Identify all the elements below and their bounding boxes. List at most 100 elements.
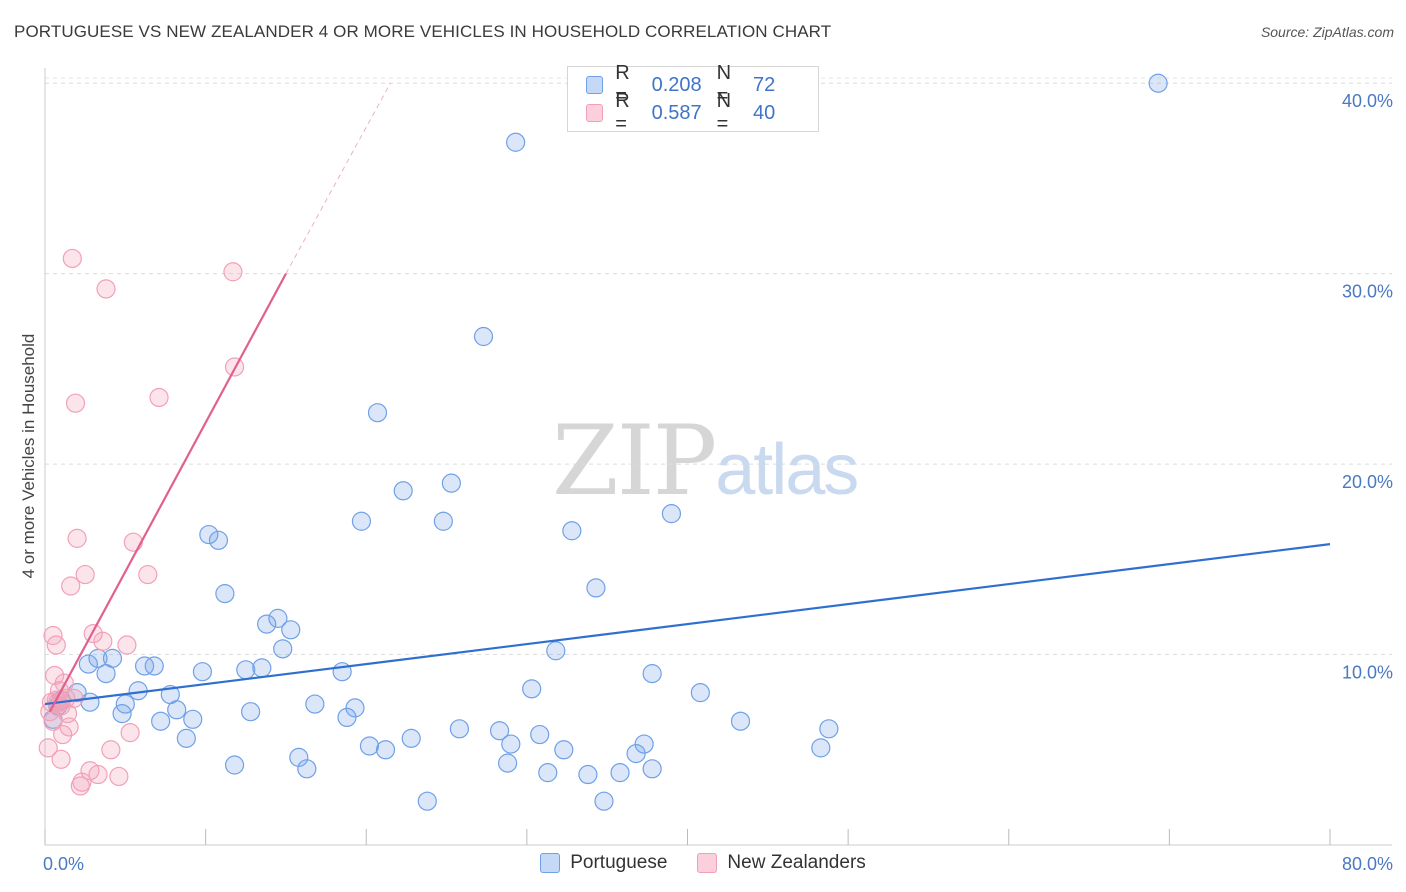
point-portuguese [102,648,123,668]
y-tick-label: 30.0% [1342,282,1393,302]
point-portuguese [642,664,662,684]
point-portuguese [345,698,365,718]
point-new-zealanders [62,248,82,269]
zipatlas-watermark: ZIPatlas [552,405,859,517]
point-portuguese [819,719,839,739]
point-new-zealanders [67,528,87,548]
point-portuguese [393,481,413,501]
point-portuguese [433,511,453,531]
point-new-zealanders [138,564,158,585]
point-portuguese [1148,73,1168,93]
legend-r-key: R = [615,62,630,107]
point-portuguese [661,504,682,524]
point-new-zealanders [109,766,129,787]
trend-extension-new-zealanders [285,82,391,274]
point-portuguese [134,656,155,676]
point-portuguese [80,692,100,712]
y-tick-label: 10.0% [1342,663,1393,683]
point-portuguese [199,524,219,545]
trend-line-new-zealanders [48,273,287,713]
point-portuguese [441,473,461,493]
point-new-zealanders [38,738,58,758]
series-legend: Portuguese New Zealanders [0,852,1406,874]
point-new-zealanders [120,723,140,743]
point-portuguese [151,711,171,731]
series-swatch-new-zealanders [697,853,718,873]
point-portuguese [144,656,164,676]
point-portuguese [473,326,494,347]
point-portuguese [297,759,317,779]
x-tick-label: 0.0% [43,854,84,874]
series-swatch-portuguese [540,853,561,873]
point-new-zealanders [59,717,79,737]
point-portuguese [538,763,558,783]
point-portuguese [281,620,301,640]
point-new-zealanders [96,279,116,299]
correlation-legend: R = 0.208 N = 72 R = 0.587 N = 40 [567,62,819,135]
point-portuguese [506,132,526,152]
point-portuguese [554,740,574,760]
point-portuguese [273,639,293,659]
point-portuguese [176,728,196,748]
point-portuguese [594,791,614,811]
point-new-zealanders [223,262,243,282]
point-new-zealanders [46,635,66,655]
point-portuguese [501,734,521,754]
series-legend-new-zealanders: New Zealanders [697,852,866,874]
legend-r-key: R = [615,90,630,135]
point-portuguese [498,753,518,773]
trend-line-portuguese [44,543,1331,706]
legend-r-value: 0.587 [651,101,702,124]
point-new-zealanders [88,764,108,785]
legend-swatch-new-zealanders [586,104,604,122]
y-tick-label: 20.0% [1342,472,1393,492]
point-portuguese [351,511,372,531]
legend-n-value: 72 [752,73,776,96]
point-portuguese [192,662,213,682]
point-portuguese [634,734,654,754]
legend-row-new-zealanders: R = 0.587 N = 40 [586,90,818,135]
point-portuguese [183,709,203,729]
y-axis-title: 4 or more Vehicles in Household [19,334,38,579]
point-new-zealanders [51,749,71,769]
point-portuguese [489,721,510,741]
point-new-zealanders [149,387,169,408]
legend-r-value: 0.208 [651,73,702,96]
point-portuguese [417,791,437,811]
point-portuguese [690,683,710,703]
series-label-portuguese: Portuguese [570,852,668,873]
watermark-atlas: atlas [715,430,859,510]
point-new-zealanders [93,631,113,651]
point-portuguese [359,736,380,756]
point-portuguese [546,641,566,661]
point-portuguese [367,403,388,423]
point-portuguese [730,711,751,731]
legend-n-key: N = [716,62,732,107]
legend-n-value: 40 [752,101,776,124]
chart-title: PORTUGUESE VS NEW ZEALANDER 4 OR MORE VE… [14,22,832,41]
point-new-zealanders [45,665,65,686]
point-portuguese [208,530,229,550]
point-portuguese [78,654,98,674]
point-new-zealanders [101,740,121,760]
point-portuguese [375,740,396,760]
point-portuguese [401,728,421,748]
legend-swatch-portuguese [586,76,604,94]
chart-source: Source: ZipAtlas.com [1260,24,1394,40]
point-new-zealanders [53,724,73,745]
point-portuguese [289,747,309,767]
point-portuguese [811,738,831,758]
point-new-zealanders [123,532,143,552]
point-portuguese [449,719,470,739]
legend-row-portuguese: R = 0.208 N = 72 [586,62,818,107]
point-portuguese [642,759,662,779]
point-portuguese [530,724,550,745]
point-portuguese [115,694,135,714]
point-new-zealanders [72,772,92,792]
watermark-zip: ZIP [552,405,717,517]
point-portuguese [578,764,598,785]
point-portuguese [586,578,606,598]
point-portuguese [224,755,245,775]
series-label-new-zealanders: New Zealanders [727,852,866,873]
